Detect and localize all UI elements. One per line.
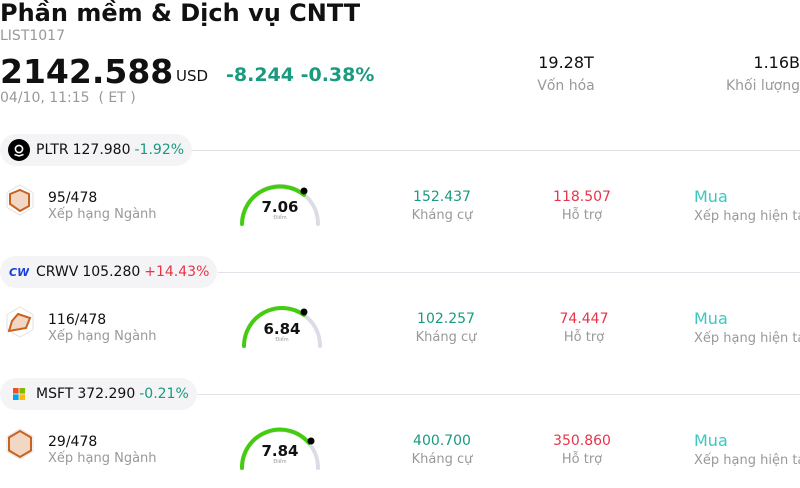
- ticker-symbol: PLTR: [36, 142, 69, 158]
- stock-card-msft[interactable]: MSFT 372.290 -0.21% 29/478 Xếp hạng Ngàn…: [0, 378, 800, 488]
- rating-value: Mua: [694, 309, 728, 328]
- ticker-price: 127.980: [72, 142, 131, 158]
- rank-value: 29/478: [48, 434, 98, 450]
- rank-label: Xếp hạng Ngành: [48, 451, 157, 466]
- current-rating: Mua Xếp hạng hiện tại: [694, 309, 800, 346]
- volume-value: 1.16B: [753, 53, 800, 72]
- market-cap-value: 19.28T: [538, 53, 594, 72]
- resistance-value: 400.700: [413, 433, 471, 449]
- coreweave-logo-icon: CW: [8, 261, 30, 283]
- volume-label: Khối lượng: [725, 78, 800, 94]
- market-cap-stat: 19.28T Vốn hóa: [526, 53, 606, 94]
- score-value: 6.84: [263, 320, 301, 338]
- stock-ticker-pill[interactable]: PLTR 127.980 -1.92%: [0, 134, 193, 166]
- currency-label: USD: [176, 67, 209, 85]
- ticker-price: 105.280: [82, 264, 141, 280]
- index-price: 2142.588: [0, 52, 174, 91]
- score-value: 7.84: [261, 442, 299, 460]
- rank-label: Xếp hạng Ngành: [48, 329, 157, 344]
- stock-ticker-pill[interactable]: CW CRWV 105.280 +14.43%: [0, 256, 218, 288]
- rating-value: Mua: [694, 187, 728, 206]
- ticker-symbol: CRWV: [36, 264, 79, 280]
- resistance: 400.700 Kháng cự: [392, 433, 492, 467]
- rank-value: 95/478: [48, 190, 98, 206]
- current-rating: Mua Xếp hạng hiện tại: [694, 187, 800, 224]
- support-value: 350.860: [553, 433, 611, 449]
- score-label: Điểm: [275, 337, 289, 343]
- resistance-value: 102.257: [417, 311, 475, 327]
- support-value: 118.507: [553, 189, 611, 205]
- support: 118.507 Hỗ trợ: [532, 189, 632, 223]
- resistance-label: Kháng cự: [411, 208, 473, 223]
- score-label: Điểm: [273, 215, 287, 221]
- support: 74.447 Hỗ trợ: [534, 311, 634, 345]
- score-gauge: 6.84 Điểm: [238, 300, 330, 350]
- industry-rank: 29/478 Xếp hạng Ngành: [48, 434, 157, 466]
- support-label: Hỗ trợ: [561, 208, 603, 223]
- resistance-value: 152.437: [413, 189, 471, 205]
- score-value: 7.06: [261, 198, 299, 216]
- index-change: -8.244 -0.38%: [226, 64, 375, 86]
- stock-card-crwv[interactable]: CW CRWV 105.280 +14.43% 116/478 Xếp hạng…: [0, 256, 800, 376]
- rank-label: Xếp hạng Ngành: [48, 207, 157, 222]
- score-gauge: 7.06 Điểm: [236, 178, 328, 228]
- rating-label: Xếp hạng hiện tại: [694, 331, 800, 346]
- divider: [180, 150, 800, 151]
- resistance: 152.437 Kháng cự: [392, 189, 492, 223]
- ticker-change: -0.21%: [139, 386, 189, 402]
- sector-code: LIST1017: [0, 28, 65, 44]
- ticker-symbol: MSFT: [36, 386, 74, 402]
- industry-rank-radar-icon: [6, 428, 34, 460]
- rating-label: Xếp hạng hiện tại: [694, 209, 800, 224]
- industry-rank-radar-icon: [6, 184, 34, 216]
- market-cap-label: Vốn hóa: [537, 78, 595, 94]
- svg-text:CW: CW: [9, 266, 29, 278]
- score-label: Điểm: [273, 459, 287, 465]
- resistance-label: Kháng cự: [415, 330, 477, 345]
- divider: [196, 394, 800, 395]
- support-label: Hỗ trợ: [563, 330, 605, 345]
- stock-card-pltr[interactable]: PLTR 127.980 -1.92% 95/478 Xếp hạng Ngàn…: [0, 134, 800, 254]
- rating-label: Xếp hạng hiện tại: [694, 453, 800, 468]
- support: 350.860 Hỗ trợ: [532, 433, 632, 467]
- industry-rank-radar-icon: [6, 306, 34, 338]
- volume-stat: 1.16B Khối lượng: [726, 53, 800, 94]
- ticker-change: +14.43%: [144, 264, 210, 280]
- industry-rank: 95/478 Xếp hạng Ngành: [48, 190, 157, 222]
- resistance-label: Kháng cự: [411, 452, 473, 467]
- timestamp: 04/10, 11:15 ( ET ): [0, 90, 136, 106]
- stock-ticker-pill[interactable]: MSFT 372.290 -0.21%: [0, 378, 197, 410]
- ticker-change: -1.92%: [134, 142, 185, 158]
- rating-value: Mua: [694, 431, 728, 450]
- microsoft-logo-icon: [8, 383, 30, 405]
- industry-rank: 116/478 Xếp hạng Ngành: [48, 312, 157, 344]
- palantir-logo-icon: [8, 139, 30, 161]
- support-label: Hỗ trợ: [561, 452, 603, 467]
- divider: [218, 272, 800, 273]
- resistance: 102.257 Kháng cự: [396, 311, 496, 345]
- support-value: 74.447: [559, 311, 609, 327]
- rank-value: 116/478: [48, 312, 107, 328]
- score-gauge: 7.84 Điểm: [236, 422, 328, 472]
- sector-title: Phần mềm & Dịch vụ CNTT: [0, 0, 361, 27]
- current-rating: Mua Xếp hạng hiện tại: [694, 431, 800, 468]
- ticker-price: 372.290: [77, 386, 136, 402]
